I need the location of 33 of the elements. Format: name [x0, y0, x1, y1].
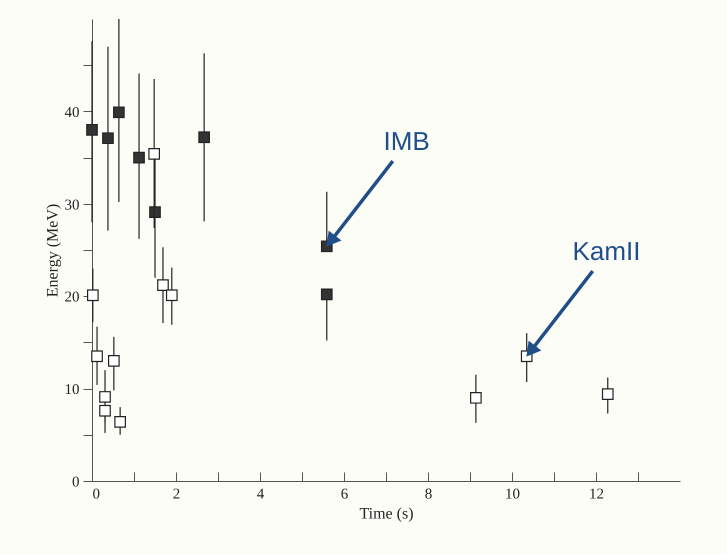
point	[114, 416, 126, 428]
point	[113, 106, 125, 118]
point	[198, 131, 210, 144]
x-axis-title: Time (s)	[359, 506, 414, 522]
point	[102, 132, 114, 144]
x-tick-label: 10	[505, 486, 520, 502]
y-tick-label: 40	[64, 104, 80, 121]
annotation: KamII	[572, 236, 640, 266]
point	[86, 124, 98, 136]
point	[602, 388, 614, 400]
point	[470, 392, 482, 404]
point	[108, 355, 120, 367]
y-tick-label: 20	[64, 290, 80, 306]
point	[133, 152, 145, 164]
point	[148, 148, 160, 160]
x-tick-label: 0	[92, 486, 100, 502]
x-tick-label: 8	[424, 486, 432, 502]
point	[320, 288, 333, 300]
x-tick-label: 6	[340, 486, 349, 502]
x-tick-label: 4	[256, 486, 265, 502]
y-tick-label: 0	[72, 474, 80, 490]
y-tick-label: 30	[64, 197, 80, 214]
point	[99, 404, 111, 417]
x-tick-label: 2	[172, 486, 180, 502]
x-tick-label: 12	[589, 486, 604, 502]
point	[91, 350, 103, 362]
point	[157, 279, 169, 291]
y-axis-title: Energy (MeV)	[44, 204, 62, 298]
y-tick-label: 10	[64, 382, 80, 398]
point	[99, 391, 111, 403]
annotation: IMB	[383, 126, 430, 156]
point	[166, 289, 178, 302]
point	[86, 289, 99, 302]
